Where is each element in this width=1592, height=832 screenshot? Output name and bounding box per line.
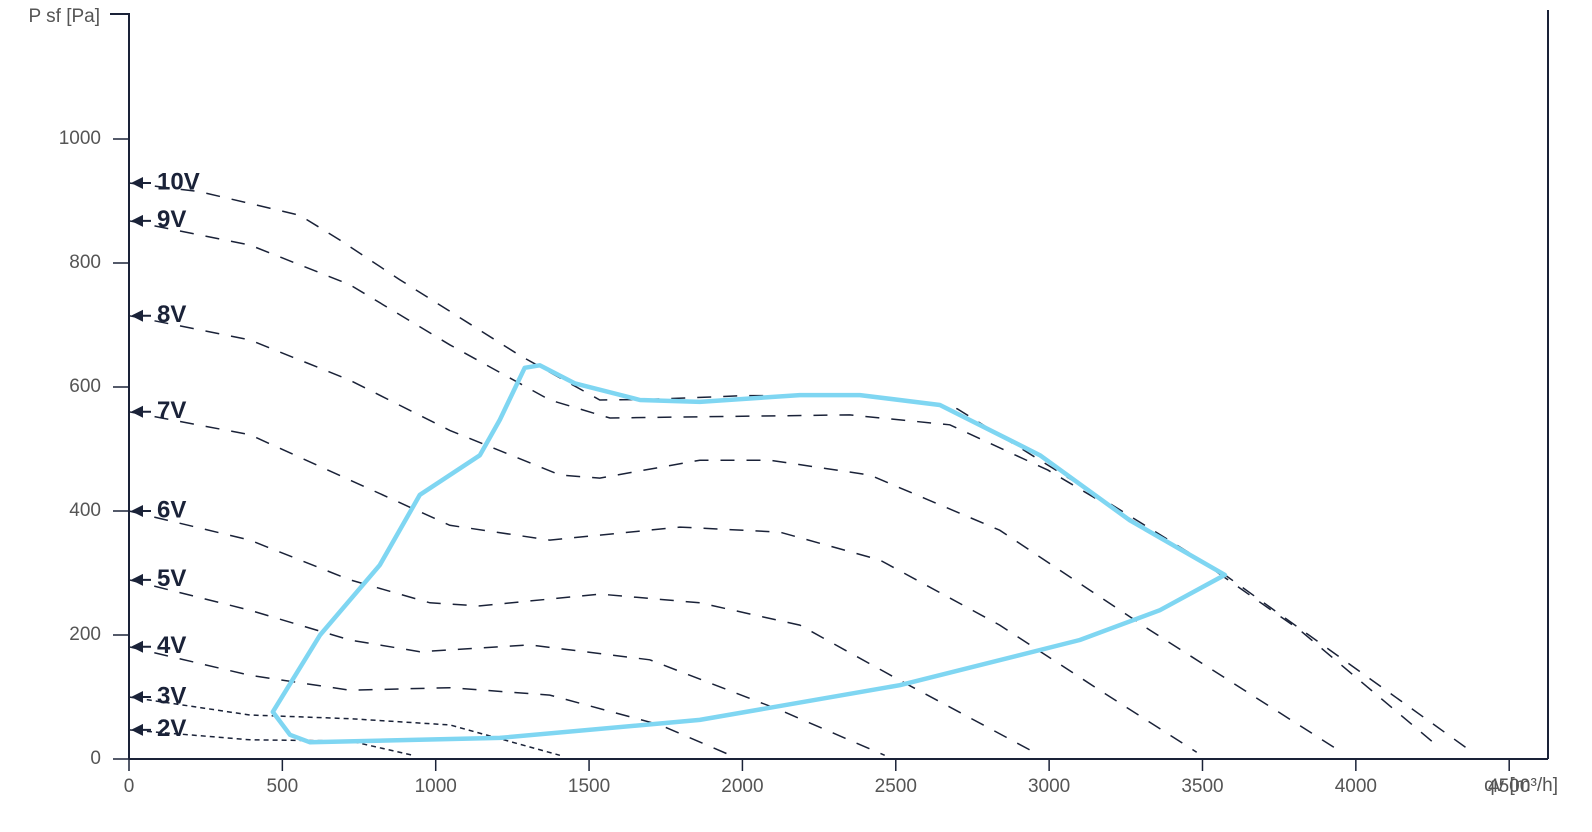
voltage-label: 7V: [157, 397, 186, 424]
label-arrowhead: [131, 640, 143, 653]
y-tick-label: 600: [69, 376, 101, 397]
y-tick-label: 200: [69, 624, 101, 645]
x-tick-label: 500: [267, 776, 299, 797]
voltage-curve: [128, 696, 561, 757]
voltage-label: 4V: [157, 632, 186, 659]
x-axis-label: qv [m³/h]: [1484, 775, 1558, 796]
x-tick-label: 4500: [1488, 776, 1530, 797]
x-tick-label: 3000: [1028, 776, 1070, 797]
label-arrowhead: [131, 309, 143, 322]
label-arrowhead: [131, 405, 143, 418]
voltage-label: 2V: [157, 715, 186, 742]
y-tick-label: 0: [90, 748, 101, 769]
voltage-curve: [128, 411, 1198, 753]
voltage-label: 5V: [157, 565, 186, 592]
x-tick-label: 0: [124, 776, 135, 797]
label-arrowhead: [131, 723, 143, 736]
voltage-label: 10V: [157, 168, 200, 195]
label-arrowhead: [131, 573, 143, 586]
x-tick-label: 2500: [875, 776, 917, 797]
x-tick-label: 1500: [568, 776, 610, 797]
voltage-label: 3V: [157, 682, 186, 709]
voltage-label: 6V: [157, 496, 186, 523]
label-arrowhead: [131, 691, 143, 703]
voltage-curve: [128, 510, 1041, 756]
label-arrowhead: [131, 505, 143, 517]
voltage-curve: [128, 579, 885, 756]
voltage-curve: [128, 646, 736, 758]
voltage-curve: [128, 182, 1467, 749]
y-axis-label: P sf [Pa]: [29, 6, 100, 27]
x-tick-label: 1000: [415, 776, 457, 797]
x-tick-label: 4000: [1335, 776, 1377, 797]
voltage-label: 8V: [157, 301, 186, 328]
voltage-curve: [128, 220, 1441, 749]
y-tick-label: 400: [69, 500, 101, 521]
voltage-label: 9V: [157, 206, 186, 233]
x-tick-label: 3500: [1181, 776, 1223, 797]
label-arrowhead: [131, 214, 143, 227]
x-tick-label: 2000: [721, 776, 763, 797]
envelope-curve: [270, 363, 1228, 745]
voltage-curve: [128, 314, 1336, 749]
y-tick-label: 800: [69, 252, 101, 273]
label-arrowhead: [131, 177, 143, 190]
y-tick-label: 1000: [59, 128, 101, 149]
